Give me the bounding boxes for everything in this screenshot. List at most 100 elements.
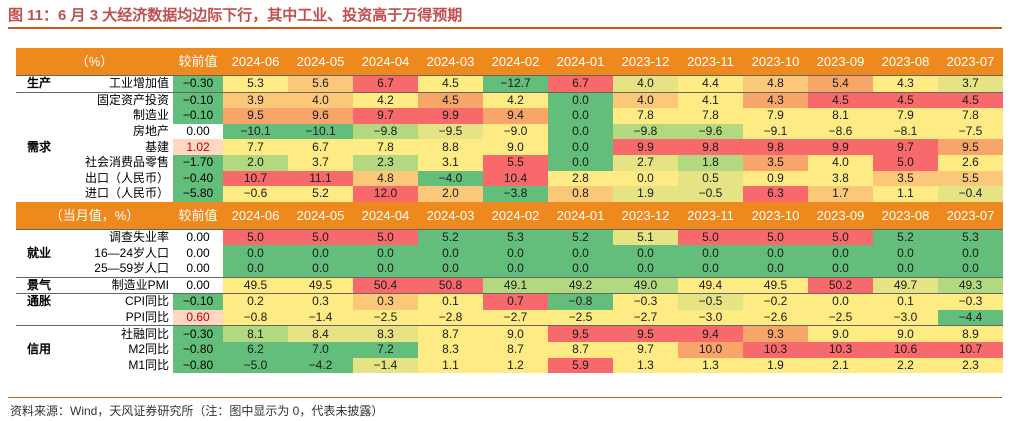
value-cell: −0.3	[613, 293, 678, 310]
value-cell: −3.0	[678, 309, 743, 326]
value-cell: 1.9	[613, 186, 678, 202]
value-cell: 0.0	[548, 260, 613, 278]
value-cell: −0.6	[223, 186, 288, 202]
change-value: −0.30	[173, 75, 223, 93]
month-header: 2023-12	[613, 48, 678, 76]
table-row: 出口（人民币） −0.40 10.7 11.1 4.8 −4.0 10.4 2.8 0.0 0.5…	[16, 170, 1003, 187]
section-label	[16, 186, 68, 202]
value-cell: 1.2	[483, 357, 548, 374]
table-row: PPI同比 0.60 −0.8 −1.4 −2.5 −2.8 −2.7 −2.5 −2.7 −3.…	[16, 309, 1003, 326]
value-cell: −0.5	[678, 186, 743, 202]
value-cell: 2.3	[938, 357, 1003, 374]
value-cell: 5.0	[288, 228, 353, 246]
value-cell: −9.8	[613, 123, 678, 140]
value-cell: −2.7	[483, 309, 548, 326]
table-row: 进口（人民币） −5.80 −0.6 5.2 12.0 2.0 −3.8 0.8 1.9 −0.5…	[16, 186, 1003, 202]
value-cell: 0.0	[548, 154, 613, 171]
table-row: 通胀 CPI同比 −0.10 0.2 0.3 0.3 0.1 0.7 −0.8 −0.3 −0.5−…	[16, 293, 1003, 310]
value-cell: 7.7	[223, 139, 288, 155]
value-cell: 6.7	[548, 75, 613, 93]
value-cell: 2.3	[353, 154, 418, 171]
table2-header-row: （当月值，%） 较前值 2024-06 2024-05 2024-04 2024-03 20…	[16, 201, 1003, 230]
value-cell: 7.9	[873, 108, 938, 124]
indicator-label: 出口（人民币）	[84, 170, 169, 185]
value-cell: −0.8	[548, 293, 613, 310]
value-cell: −0.8	[223, 309, 288, 326]
value-cell: 5.3	[938, 228, 1003, 246]
value-cell: 5.0	[873, 154, 938, 171]
month-header: 2024-03	[418, 201, 483, 230]
value-cell: 2.6	[938, 154, 1003, 171]
change-value: −0.10	[173, 108, 223, 124]
section-label	[16, 228, 68, 246]
value-cell: 4.5	[808, 91, 873, 109]
value-cell: 4.5	[873, 91, 938, 109]
value-cell: 49.5	[288, 276, 353, 294]
value-cell: 4.2	[483, 91, 548, 109]
section-label: 就业	[27, 245, 52, 260]
table-row: M1同比 −0.80 −5.0 −4.2 −1.4 1.1 1.2 5.9 1.3 1.3 1.9 2…	[16, 357, 1003, 374]
value-cell: 7.8	[353, 139, 418, 155]
indicator-label: CPI同比	[68, 293, 173, 310]
table-row: 调查失业率 0.00 5.0 5.0 5.0 5.2 5.3 5.2 5.1 5.0 5.0 5.0 5…	[16, 228, 1003, 246]
value-cell: −4.4	[938, 309, 1003, 326]
value-cell: −8.1	[873, 123, 938, 140]
month-header: 2024-04	[353, 201, 418, 230]
value-cell: 4.2	[353, 91, 418, 109]
value-cell: 8.1	[808, 108, 873, 124]
value-cell: −4.2	[288, 357, 353, 374]
value-cell: 0.9	[743, 170, 808, 187]
value-cell: 1.1	[873, 186, 938, 202]
value-cell: −9.1	[743, 123, 808, 140]
value-cell: 2.0	[223, 154, 288, 171]
value-cell: 0.0	[808, 260, 873, 278]
value-cell: 1.9	[743, 357, 808, 374]
value-cell: 49.2	[548, 276, 613, 294]
indicator-label: 制造业PMI	[68, 276, 173, 294]
value-cell: 5.0	[808, 228, 873, 246]
value-cell: 9.8	[743, 139, 808, 155]
value-cell: −0.5	[678, 293, 743, 310]
value-cell: −0.4	[938, 186, 1003, 202]
change-value: −0.40	[173, 170, 223, 187]
value-cell: 0.0	[548, 123, 613, 140]
value-cell: 4.0	[613, 91, 678, 109]
value-cell: 49.0	[613, 276, 678, 294]
value-cell: 5.0	[353, 228, 418, 246]
prev-header: 较前值	[173, 48, 223, 76]
value-cell: 5.2	[873, 228, 938, 246]
value-cell: 0.1	[873, 293, 938, 310]
indicator-label: 固定资产投资	[68, 91, 173, 109]
value-cell: −1.4	[353, 357, 418, 374]
value-cell: 4.5	[938, 91, 1003, 109]
value-cell: 4.3	[873, 75, 938, 93]
value-cell: 6.3	[743, 186, 808, 202]
value-cell: 8.9	[938, 325, 1003, 342]
month-header: 2024-05	[288, 48, 353, 76]
value-cell: 2.8	[548, 170, 613, 187]
change-value: −0.80	[173, 357, 223, 374]
value-cell: 0.0	[548, 245, 613, 261]
value-cell: 50.2	[808, 276, 873, 294]
value-cell: −2.5	[548, 309, 613, 326]
value-cell: −4.0	[418, 170, 483, 187]
value-cell: 0.7	[483, 293, 548, 310]
value-cell: 0.0	[613, 245, 678, 261]
value-cell: 49.5	[223, 276, 288, 294]
table-row: 需求 基建 1.02 7.7 6.7 7.8 8.8 9.0 0.0 9.9 9.8 9.8 9.9 9.…	[16, 139, 1003, 155]
month-header: 2024-02	[483, 201, 548, 230]
change-value: 0.60	[173, 309, 223, 326]
section-label	[16, 124, 68, 140]
value-cell: 0.8	[548, 186, 613, 202]
value-cell: 0.3	[353, 293, 418, 310]
value-cell: 10.6	[873, 341, 938, 358]
value-cell: 0.1	[418, 293, 483, 310]
value-cell: 0.2	[223, 293, 288, 310]
month-header: 2023-08	[873, 48, 938, 76]
value-cell: 49.1	[483, 276, 548, 294]
value-cell: 10.3	[743, 341, 808, 358]
value-cell: −0.2	[743, 293, 808, 310]
value-cell: −2.5	[353, 309, 418, 326]
change-value: −0.80	[173, 341, 223, 358]
indicator-label: M2同比	[128, 342, 169, 357]
